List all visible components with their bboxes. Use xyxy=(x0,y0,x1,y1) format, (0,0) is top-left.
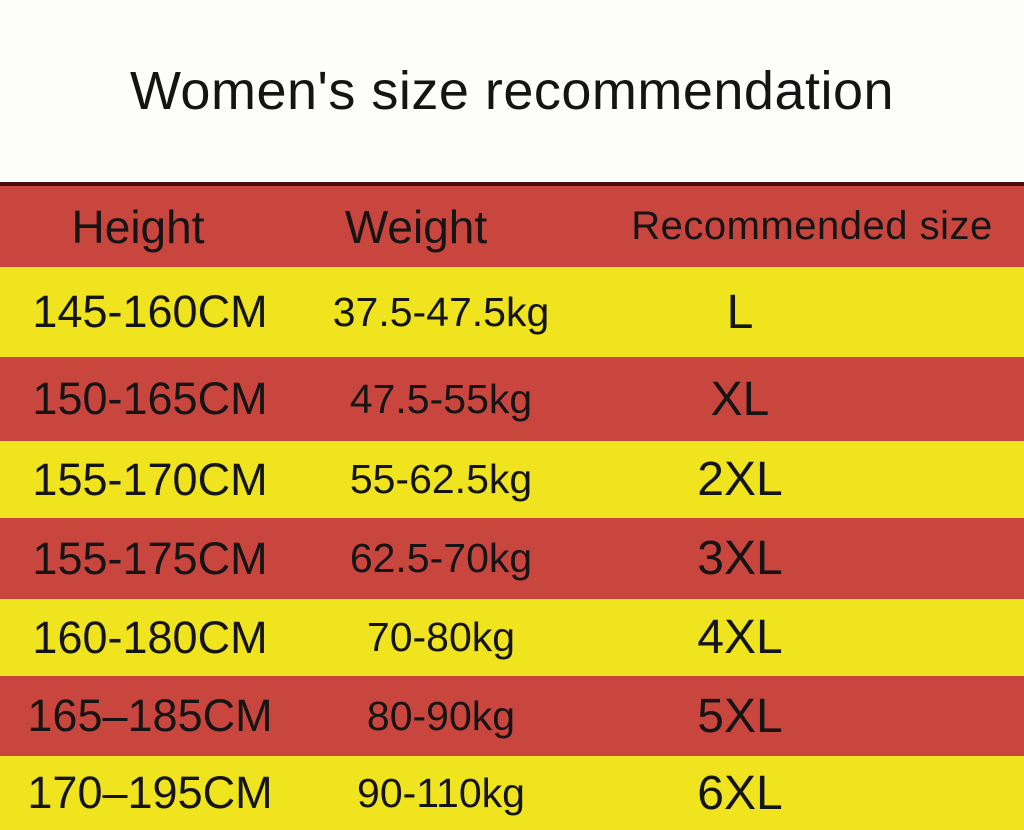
size-cell: 3XL xyxy=(697,532,783,585)
weight-cell: 90-110kg xyxy=(357,769,525,816)
title-area: Women's size recommendation xyxy=(0,0,1024,182)
height-cell: 170–195CM xyxy=(27,767,273,818)
table-row: 155-175CM 62.5-70kg 3XL xyxy=(0,518,1024,599)
weight-cell: 55-62.5kg xyxy=(349,456,533,502)
size-cell: 2XL xyxy=(697,453,783,506)
table-row: 150-165CM 47.5-55kg XL xyxy=(0,357,1024,441)
header-weight: Weight xyxy=(344,200,488,253)
size-cell: 4XL xyxy=(697,611,783,664)
page-title: Women's size recommendation xyxy=(129,61,895,121)
weight-cell: 80-90kg xyxy=(366,692,516,739)
height-cell: 155-175CM xyxy=(32,532,268,584)
size-cell: 6XL xyxy=(697,766,783,820)
table-row: 170–195CM 90-110kg 6XL xyxy=(0,756,1024,830)
height-cell: 150-165CM xyxy=(32,373,268,424)
height-cell: 160-180CM xyxy=(32,611,268,663)
size-table: Height Weight Recommended size 145-160CM… xyxy=(0,182,1024,830)
size-cell: L xyxy=(726,285,754,339)
height-cell: 145-160CM xyxy=(32,286,268,337)
size-cell: XL xyxy=(710,372,770,426)
table-row: 160-180CM 70-80kg 4XL xyxy=(0,599,1024,676)
table-row: 165–185CM 80-90kg 5XL xyxy=(0,676,1024,756)
weight-cell: 47.5-55kg xyxy=(349,375,533,422)
header-height: Height xyxy=(71,200,205,253)
table-row: 145-160CM 37.5-47.5kg L xyxy=(0,267,1024,357)
height-cell: 165–185CM xyxy=(27,690,273,741)
table-header-row: Height Weight Recommended size xyxy=(0,186,1024,267)
size-cell: 5XL xyxy=(697,689,783,743)
height-cell: 155-170CM xyxy=(32,453,268,505)
weight-cell: 62.5-70kg xyxy=(349,535,533,581)
weight-cell: 70-80kg xyxy=(366,614,516,660)
table-row: 155-170CM 55-62.5kg 2XL xyxy=(0,441,1024,518)
header-recommended-size: Recommended size xyxy=(631,204,993,248)
weight-cell: 37.5-47.5kg xyxy=(332,288,550,335)
